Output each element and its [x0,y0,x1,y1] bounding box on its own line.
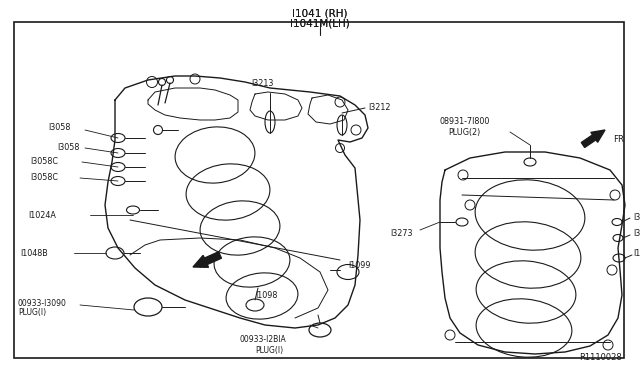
Text: I3058C: I3058C [30,173,58,182]
Text: I3058: I3058 [57,142,79,151]
Text: I1099: I1099 [348,260,371,269]
Text: I1041 (RH): I1041 (RH) [292,8,348,18]
FancyArrow shape [581,130,605,147]
Text: 08931-7I800: 08931-7I800 [440,118,490,126]
Text: I1024A: I1024A [28,211,56,219]
Text: I3213: I3213 [251,79,273,88]
Text: 00933-I2BIA: 00933-I2BIA [240,336,287,344]
FancyArrow shape [193,252,221,267]
Text: I1098: I1098 [255,291,277,299]
Text: I3212: I3212 [368,103,390,112]
Text: R1110028: R1110028 [579,353,622,362]
Text: I1041M(LH): I1041M(LH) [290,18,350,28]
Text: I1041M(LH): I1041M(LH) [290,19,350,29]
Text: I3058: I3058 [48,124,70,132]
Text: FR: FR [613,135,624,144]
Text: PLUG(2): PLUG(2) [448,128,480,137]
Text: I1024A: I1024A [633,248,640,257]
Text: PLUG(I): PLUG(I) [255,346,283,355]
Text: I3273: I3273 [390,228,413,237]
Text: PLUG(I): PLUG(I) [18,308,46,317]
Text: I3058+A: I3058+A [633,212,640,221]
Text: I1041 (RH): I1041 (RH) [292,9,348,19]
Text: I3058C: I3058C [633,228,640,237]
Text: I3058C: I3058C [30,157,58,166]
Text: 00933-I3090: 00933-I3090 [18,298,67,308]
Text: I1048B: I1048B [20,248,48,257]
Text: FR: FR [198,262,209,270]
